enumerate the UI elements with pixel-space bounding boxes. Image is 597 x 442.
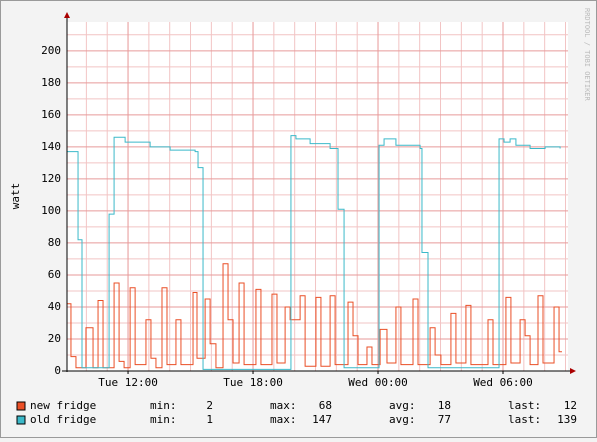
y-tick-label: 0: [54, 364, 61, 377]
x-tick-label: Tue 18:00: [223, 376, 283, 389]
y-tick-label: 120: [41, 172, 61, 185]
legend: new fridge min: 2 max: 68 avg: 18 last: 12 old fr…: [16, 399, 577, 426]
stat-label: avg:: [389, 399, 416, 412]
legend-swatch: [16, 401, 26, 411]
legend-label: new fridge: [30, 399, 96, 412]
series-line: [67, 135, 561, 370]
stat-value: 2: [206, 399, 213, 412]
y-tick-label: 160: [41, 108, 61, 121]
stat-label: max:: [270, 413, 297, 426]
stat-label: max:: [270, 399, 297, 412]
stat-value: 18: [438, 399, 451, 412]
stat-label: min:: [150, 399, 177, 412]
stat-value: 77: [438, 413, 451, 426]
stat-value: 147: [312, 413, 332, 426]
y-tick-label: 20: [48, 332, 61, 345]
stat-label: avg:: [389, 413, 416, 426]
stat-label: last:: [508, 399, 541, 412]
stat-label: min:: [150, 413, 177, 426]
stat-value: 68: [319, 399, 332, 412]
legend-label: old fridge: [30, 413, 96, 426]
y-tick-label: 140: [41, 140, 61, 153]
lines: [67, 135, 562, 370]
x-tick-label: Wed 06:00: [473, 376, 533, 389]
x-tick-label: Wed 00:00: [348, 376, 408, 389]
stat-label: last:: [508, 413, 541, 426]
plot-area: [67, 22, 568, 371]
stat-value: 139: [557, 413, 577, 426]
x-axis-arrow: [570, 368, 576, 374]
stat-value: 12: [564, 399, 577, 412]
y-axis-label: watt: [9, 183, 22, 210]
stat-value: 1: [206, 413, 213, 426]
legend-swatch: [16, 415, 26, 425]
y-tick-label: 180: [41, 76, 61, 89]
x-tick-label: Tue 12:00: [98, 376, 158, 389]
y-axis-arrow: [64, 12, 70, 18]
axes: 0 20 40 60 80 100 120 140 160 180 200 Tue 12:00 Tue …: [41, 12, 576, 389]
watermark: RRDTOOL / TOBI OETIKER: [583, 8, 591, 102]
y-tick-label: 100: [41, 204, 61, 217]
y-tick-label: 40: [48, 300, 61, 313]
y-tick-label: 200: [41, 44, 61, 57]
series-line: [67, 263, 562, 369]
grid: [67, 22, 568, 372]
y-tick-label: 60: [48, 268, 61, 281]
y-tick-label: 80: [48, 236, 61, 249]
